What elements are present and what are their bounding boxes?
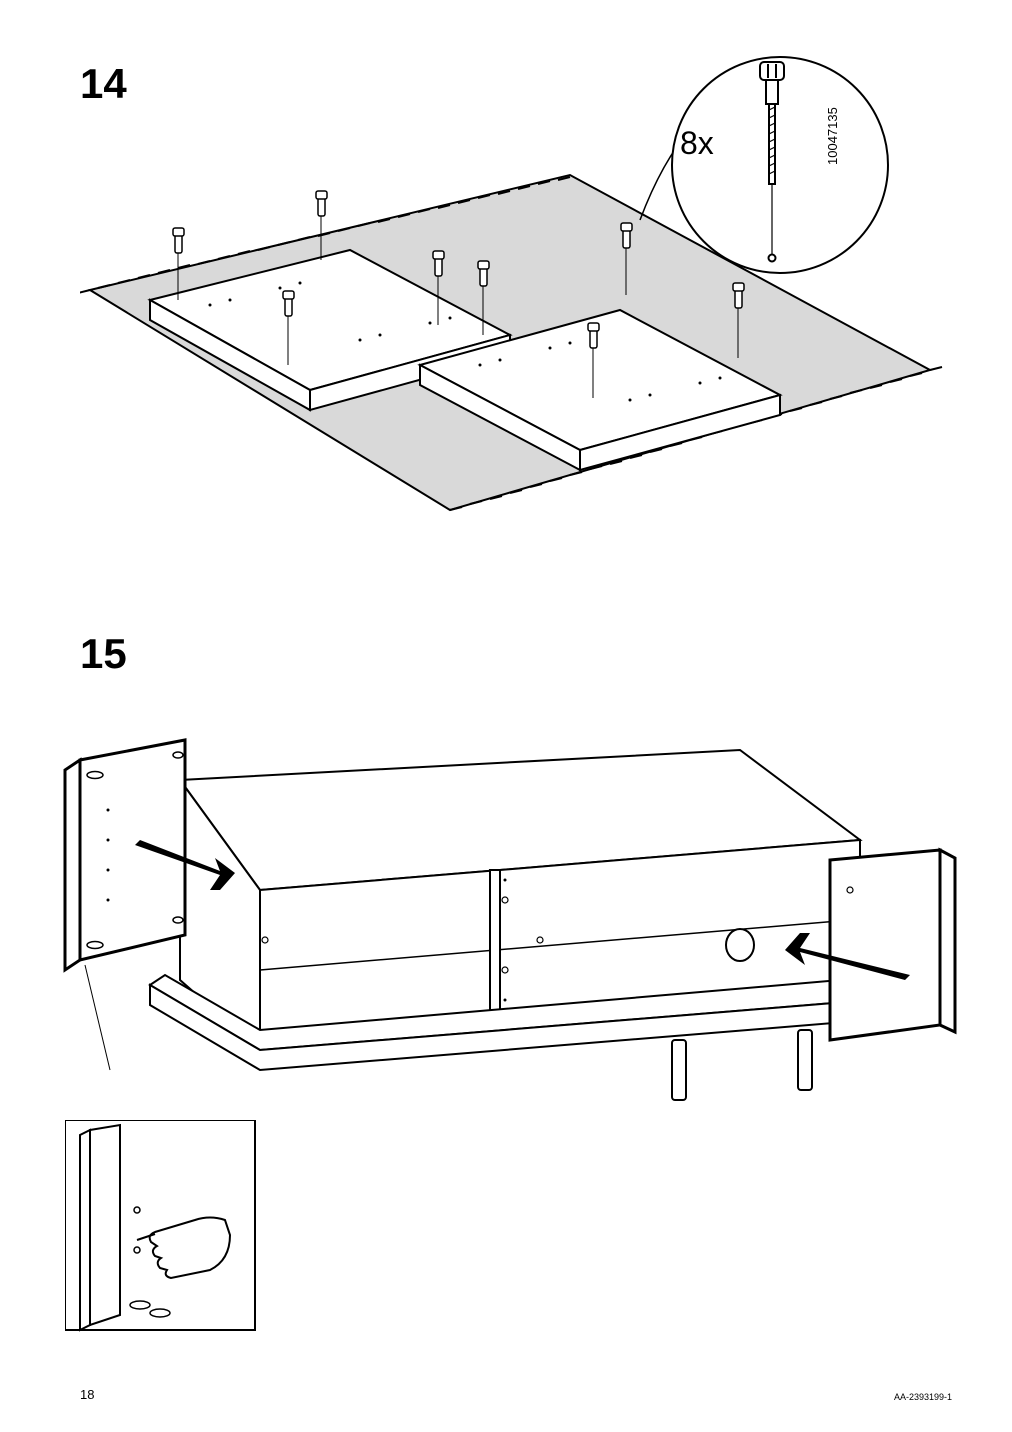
- step-15-number: 15: [80, 630, 127, 678]
- hardware-part-number: 10047135: [825, 107, 840, 165]
- hardware-callout: [590, 50, 910, 280]
- step-15-illustration: [60, 720, 960, 1180]
- step-15-detail-inset: [65, 1120, 265, 1340]
- page-number: 18: [80, 1387, 94, 1402]
- document-id: AA-2393199-1: [894, 1392, 952, 1402]
- assembly-instruction-page: 14 15: [0, 0, 1012, 1432]
- step-14-number: 14: [80, 60, 127, 108]
- hardware-quantity-label: 8x: [680, 125, 714, 162]
- cabinet-body: [150, 750, 870, 1100]
